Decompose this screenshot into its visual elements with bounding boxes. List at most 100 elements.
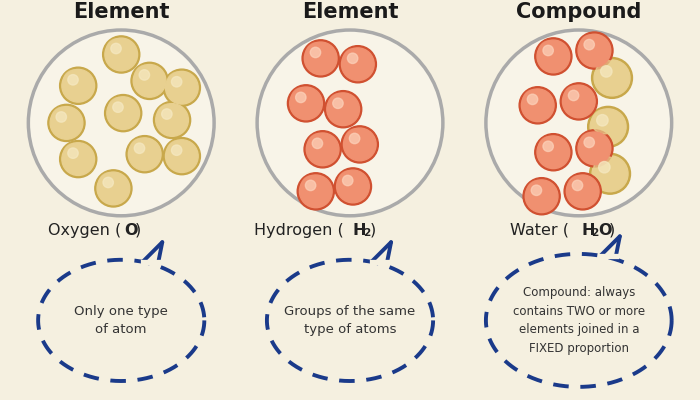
Circle shape: [133, 64, 166, 97]
Text: Only one type
of atom: Only one type of atom: [74, 305, 168, 336]
Circle shape: [590, 109, 626, 145]
Circle shape: [596, 60, 620, 85]
Circle shape: [588, 106, 629, 147]
Circle shape: [325, 91, 362, 128]
Circle shape: [172, 76, 182, 87]
Circle shape: [172, 145, 182, 156]
Circle shape: [165, 140, 198, 172]
Circle shape: [308, 134, 330, 156]
Text: O: O: [124, 223, 138, 238]
Circle shape: [153, 101, 190, 138]
Circle shape: [578, 34, 611, 67]
Circle shape: [589, 153, 631, 194]
Circle shape: [97, 172, 130, 205]
Circle shape: [63, 70, 85, 92]
Circle shape: [60, 140, 97, 178]
Circle shape: [580, 132, 602, 155]
Circle shape: [347, 53, 358, 64]
Circle shape: [543, 45, 554, 56]
Circle shape: [48, 104, 85, 142]
Circle shape: [52, 107, 74, 130]
Text: Groups of the same
type of atoms: Groups of the same type of atoms: [284, 305, 416, 336]
Circle shape: [298, 173, 335, 210]
Circle shape: [527, 94, 538, 104]
Circle shape: [535, 134, 572, 171]
Circle shape: [60, 67, 97, 104]
Circle shape: [167, 140, 189, 163]
Circle shape: [522, 89, 554, 122]
Circle shape: [312, 138, 323, 148]
Circle shape: [342, 175, 353, 186]
Text: Hydrogen (: Hydrogen (: [254, 223, 344, 238]
Circle shape: [344, 128, 376, 161]
Circle shape: [304, 42, 337, 75]
Circle shape: [337, 170, 370, 203]
Text: 2: 2: [592, 228, 598, 238]
Circle shape: [568, 90, 579, 101]
Circle shape: [568, 176, 590, 198]
Circle shape: [537, 136, 570, 168]
Circle shape: [126, 136, 163, 173]
Circle shape: [301, 176, 323, 198]
Circle shape: [335, 168, 372, 205]
Circle shape: [592, 58, 633, 98]
Circle shape: [564, 86, 586, 108]
Circle shape: [305, 180, 316, 190]
Circle shape: [527, 180, 549, 203]
Circle shape: [94, 170, 132, 207]
Text: Compound: Compound: [516, 2, 641, 22]
Ellipse shape: [267, 260, 433, 381]
Circle shape: [342, 48, 374, 80]
Polygon shape: [601, 236, 620, 256]
Text: O: O: [598, 223, 612, 238]
Circle shape: [134, 65, 157, 87]
Circle shape: [538, 41, 561, 63]
Circle shape: [155, 104, 188, 136]
Circle shape: [131, 62, 168, 100]
Text: ): ): [609, 223, 615, 238]
Circle shape: [295, 92, 306, 103]
Circle shape: [523, 90, 545, 112]
Circle shape: [573, 180, 582, 190]
Circle shape: [104, 94, 142, 132]
Circle shape: [304, 131, 341, 168]
Circle shape: [56, 112, 66, 122]
Circle shape: [130, 138, 152, 161]
Circle shape: [28, 30, 214, 216]
Circle shape: [531, 185, 542, 196]
Circle shape: [519, 87, 556, 124]
Text: H: H: [353, 223, 366, 238]
Circle shape: [598, 162, 610, 173]
Circle shape: [68, 148, 78, 158]
Circle shape: [167, 72, 189, 94]
Circle shape: [257, 30, 443, 216]
Circle shape: [288, 85, 325, 122]
Circle shape: [332, 98, 343, 108]
Circle shape: [543, 141, 554, 152]
Circle shape: [576, 32, 613, 69]
Circle shape: [50, 106, 83, 139]
Circle shape: [596, 114, 608, 126]
Circle shape: [345, 129, 368, 151]
Circle shape: [562, 85, 595, 118]
Circle shape: [107, 97, 139, 130]
Text: Oxygen (: Oxygen (: [48, 223, 121, 238]
Circle shape: [328, 94, 351, 116]
Circle shape: [291, 88, 314, 110]
Text: Element: Element: [302, 2, 398, 22]
Ellipse shape: [38, 260, 204, 381]
Circle shape: [103, 177, 113, 188]
Circle shape: [163, 69, 200, 106]
Circle shape: [601, 66, 612, 77]
Text: Element: Element: [73, 2, 169, 22]
Circle shape: [486, 30, 672, 216]
Circle shape: [340, 46, 377, 83]
Circle shape: [63, 143, 85, 166]
Circle shape: [594, 60, 630, 96]
Circle shape: [592, 110, 616, 134]
Text: ): ): [135, 223, 141, 238]
Circle shape: [290, 87, 323, 120]
Circle shape: [113, 102, 123, 112]
Circle shape: [158, 104, 179, 126]
Text: ): ): [370, 223, 376, 238]
